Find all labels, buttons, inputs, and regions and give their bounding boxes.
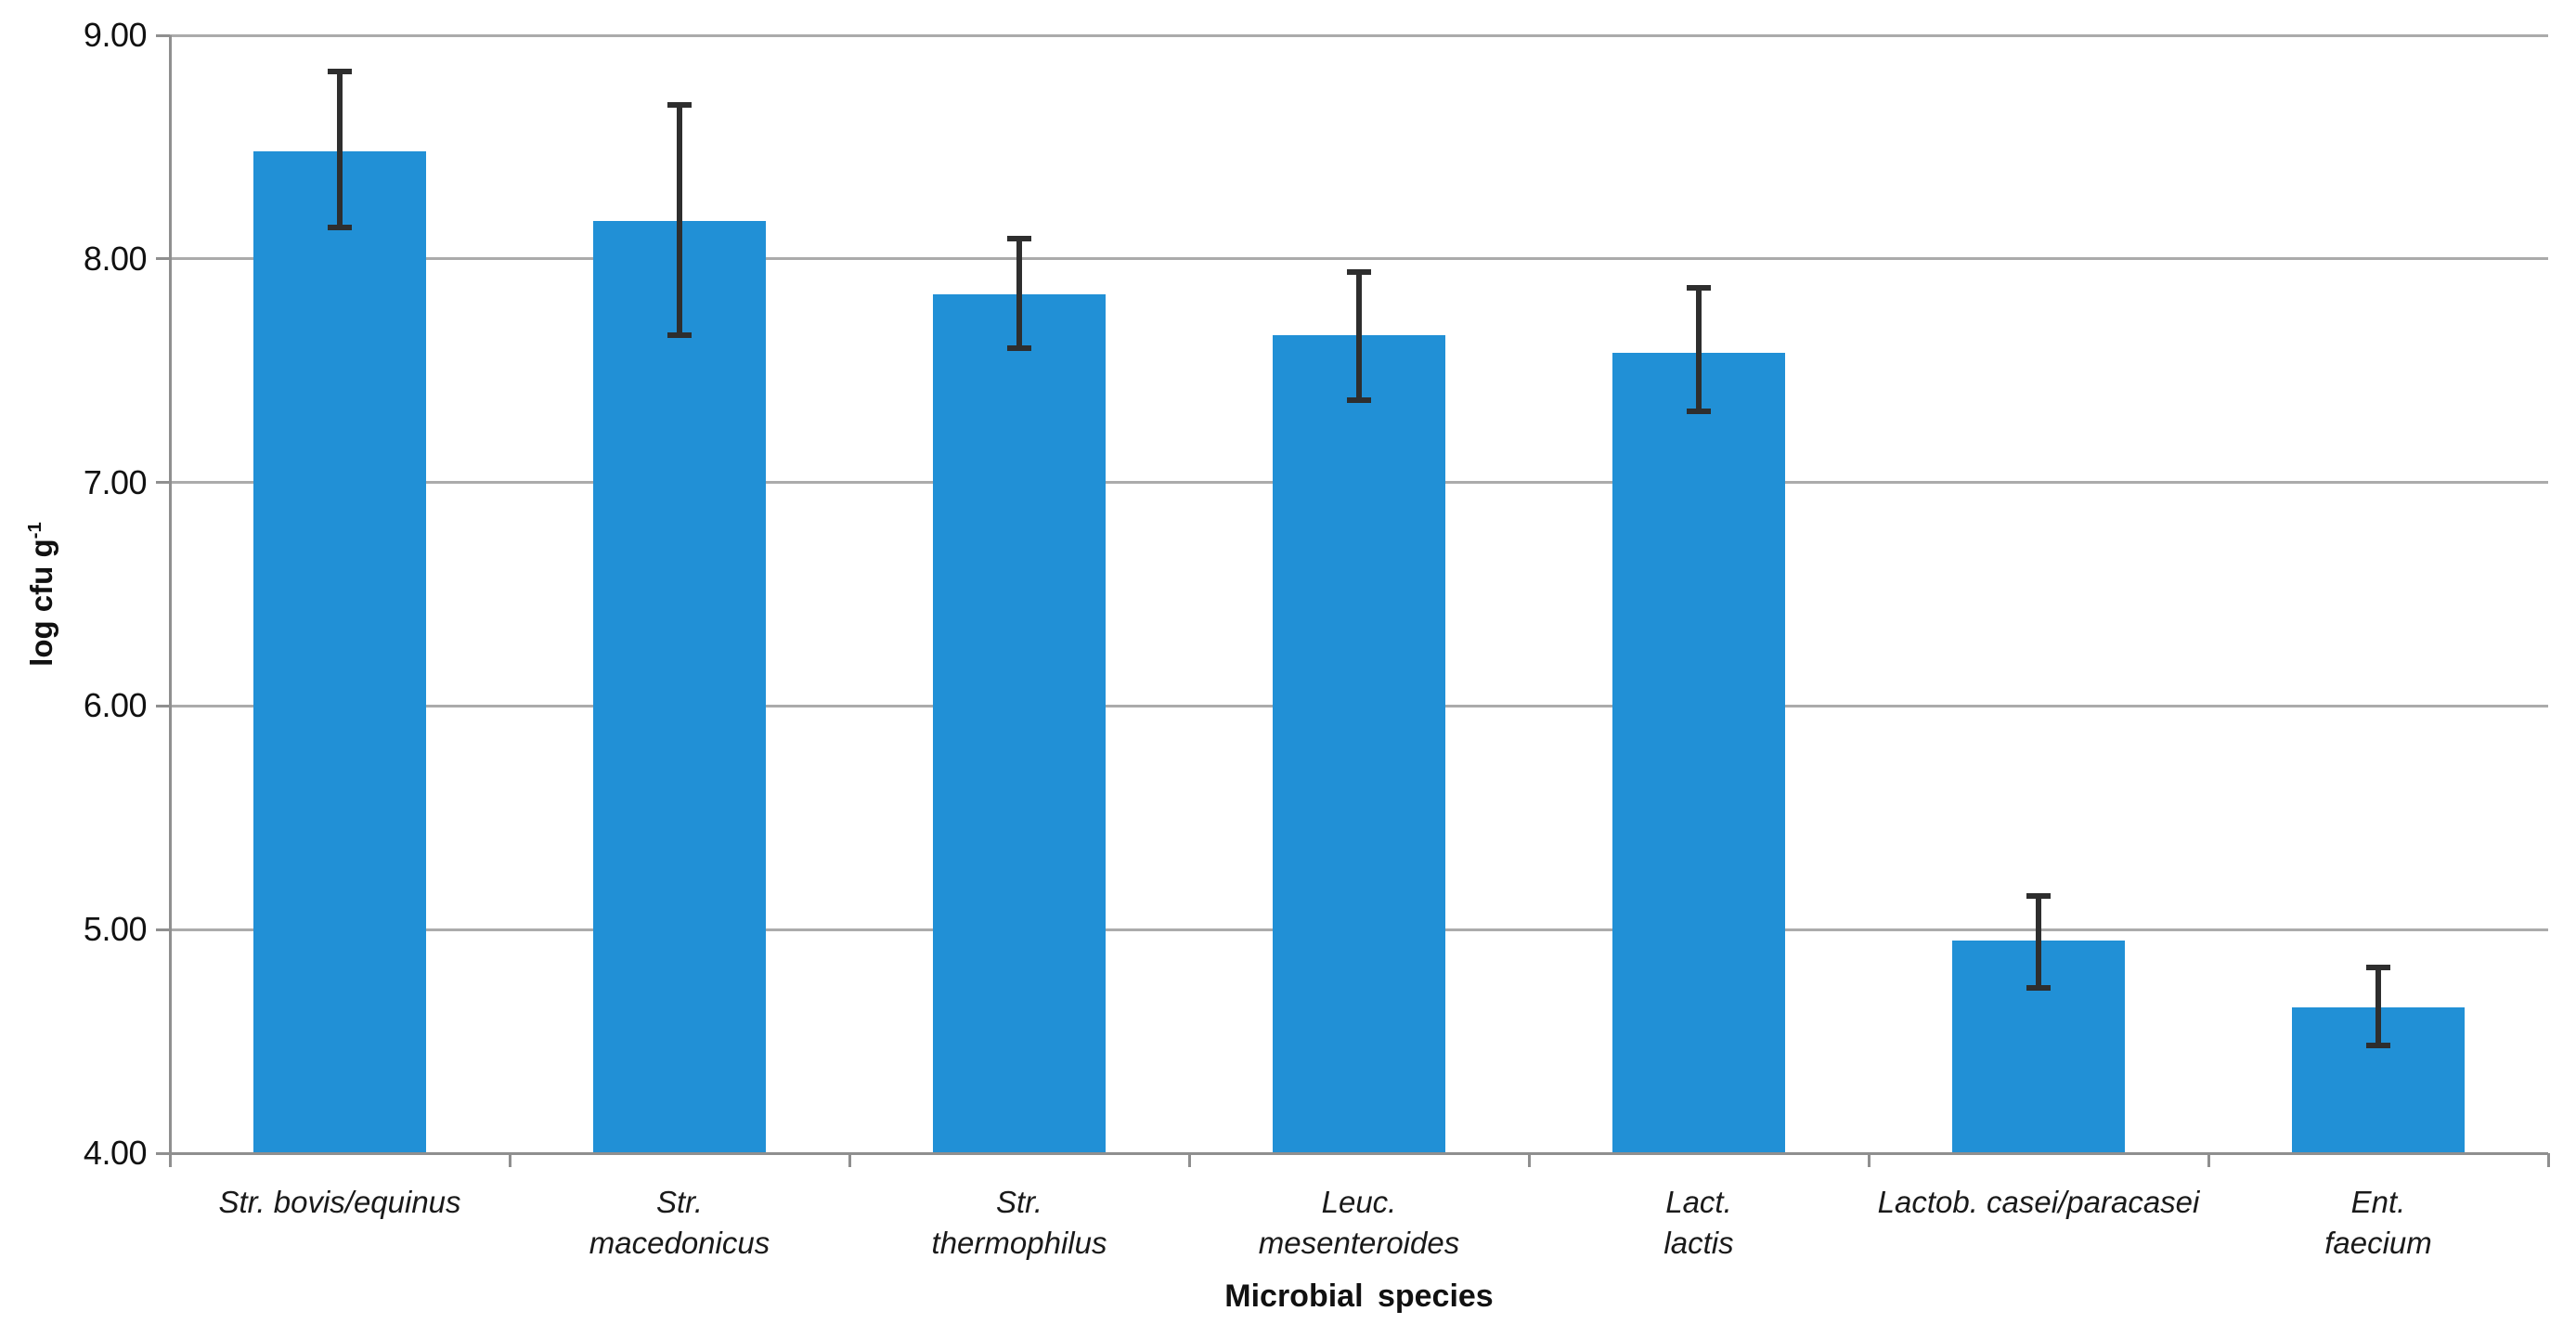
x-category-label-2: Str. thermophilus bbox=[931, 1185, 1107, 1260]
error-cap-bottom-0 bbox=[328, 225, 352, 231]
y-tick-label-6.00: 6.00 bbox=[83, 686, 148, 725]
x-axis-tick-4 bbox=[1527, 1153, 1531, 1167]
error-whisker-3 bbox=[1356, 272, 1362, 400]
error-whisker-5 bbox=[2036, 896, 2041, 988]
x-axis-tick-3 bbox=[1187, 1153, 1191, 1167]
bar-3 bbox=[1273, 334, 1445, 1153]
y-tick-label-8.00: 8.00 bbox=[83, 239, 148, 278]
x-axis-tick-6 bbox=[2207, 1153, 2210, 1167]
y-axis-tick-4.00 bbox=[156, 1151, 170, 1155]
bar-0 bbox=[253, 151, 426, 1153]
error-whisker-1 bbox=[677, 104, 682, 335]
bar-2 bbox=[933, 294, 1106, 1153]
error-cap-bottom-2 bbox=[1007, 345, 1031, 352]
error-whisker-6 bbox=[2375, 967, 2381, 1046]
x-axis-tick-2 bbox=[848, 1153, 851, 1167]
x-category-label-1: Str. macedonicus bbox=[589, 1185, 770, 1260]
error-cap-top-0 bbox=[328, 68, 352, 74]
error-cap-top-1 bbox=[667, 101, 692, 108]
error-whisker-0 bbox=[337, 71, 343, 228]
y-tick-label-5.00: 5.00 bbox=[83, 910, 148, 949]
error-cap-bottom-4 bbox=[1687, 408, 1711, 414]
x-category-label-6: Ent. faecium bbox=[2324, 1185, 2432, 1260]
x-category-label-4: Lact. lactis bbox=[1663, 1185, 1734, 1260]
x-axis-line bbox=[170, 1151, 2548, 1155]
y-tick-label-7.00: 7.00 bbox=[83, 462, 148, 501]
error-cap-bottom-1 bbox=[667, 331, 692, 338]
error-cap-top-2 bbox=[1007, 236, 1031, 242]
x-axis-tick-7 bbox=[2546, 1153, 2550, 1167]
x-category-label-0: Str. bovis/equinus bbox=[218, 1185, 461, 1219]
y-axis-tick-9.00 bbox=[156, 33, 170, 37]
error-cap-bottom-6 bbox=[2366, 1043, 2390, 1049]
y-axis-tick-6.00 bbox=[156, 704, 170, 707]
error-whisker-4 bbox=[1696, 288, 1702, 411]
y-axis-tick-5.00 bbox=[156, 928, 170, 931]
y-axis-tick-7.00 bbox=[156, 481, 170, 485]
bar-4 bbox=[1612, 352, 1785, 1153]
error-cap-top-5 bbox=[2026, 893, 2051, 900]
y-tick-label-4.00: 4.00 bbox=[83, 1134, 148, 1172]
x-axis-tick-5 bbox=[1867, 1153, 1871, 1167]
x-category-label-5: Lactob. casei/paracasei bbox=[1877, 1185, 2200, 1219]
y-tick-label-9.00: 9.00 bbox=[83, 16, 148, 54]
error-cap-top-3 bbox=[1347, 269, 1371, 276]
y-axis-tick-8.00 bbox=[156, 257, 170, 261]
error-whisker-2 bbox=[1016, 239, 1022, 349]
x-axis-title: Microbial species bbox=[1224, 1279, 1494, 1314]
bar-1 bbox=[593, 220, 766, 1153]
gridline-8.00 bbox=[170, 257, 2548, 261]
error-cap-bottom-5 bbox=[2026, 984, 2051, 991]
x-axis-tick-1 bbox=[508, 1153, 511, 1167]
gridline-9.00 bbox=[170, 33, 2548, 37]
x-category-label-3: Leuc. mesenteroides bbox=[1258, 1185, 1460, 1260]
error-cap-top-4 bbox=[1687, 285, 1711, 292]
error-cap-top-6 bbox=[2366, 965, 2390, 971]
error-cap-bottom-3 bbox=[1347, 396, 1371, 403]
y-axis-line bbox=[168, 35, 172, 1167]
